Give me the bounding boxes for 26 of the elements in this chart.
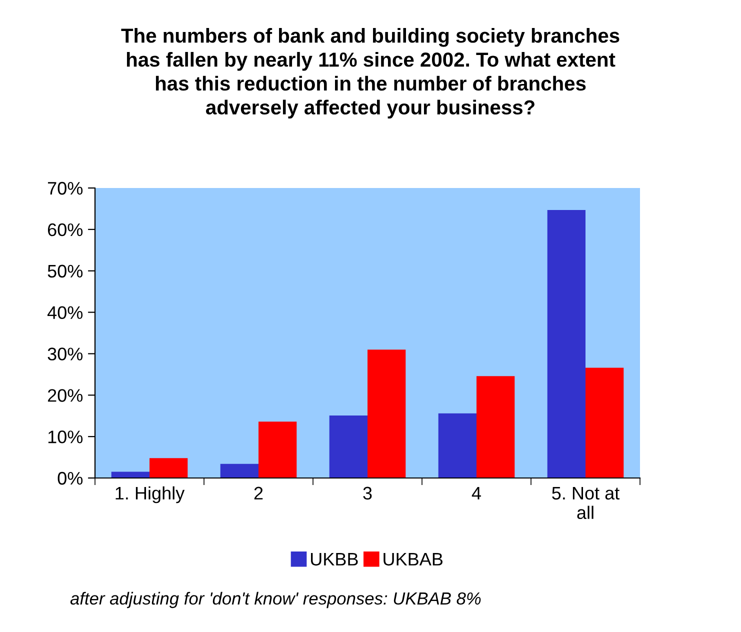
y-tick-label: 20% [48, 389, 83, 402]
y-tick-label: 0% [58, 472, 83, 485]
bar [476, 376, 515, 478]
y-tick-label: 70% [48, 182, 83, 195]
bar [150, 458, 188, 478]
bar [586, 368, 624, 478]
y-tick-label: 50% [48, 264, 83, 278]
y-tick-label: 60% [48, 223, 83, 236]
x-tick-label: 5. Not at all [552, 486, 620, 520]
bar [258, 422, 297, 478]
x-tick-label: 2 [254, 486, 263, 500]
text: after adjusting for 'don't know' responses: UKBAB 8% [70, 592, 481, 608]
y-tick-label: 40% [47, 306, 83, 320]
x-tick-label: 4 [472, 486, 481, 500]
y-tick-label: 30% [48, 348, 83, 360]
bar [547, 210, 586, 478]
y-tick-label: 10% [48, 430, 83, 444]
chart-title: The numbers of bank and building society branches has fallen by nearly 11% since 2002. To what extent has this reduction in the number of branches adversely affected your business? [121, 28, 620, 119]
bar [220, 464, 258, 478]
bar [368, 350, 406, 478]
legend-label: UKBB [310, 553, 358, 566]
bar [329, 415, 368, 478]
x-tick-label: 1. Highly [116, 486, 185, 504]
bar [438, 413, 476, 478]
x-tick-label: 3 [363, 486, 372, 500]
legend-label: UKBAB [384, 553, 442, 566]
